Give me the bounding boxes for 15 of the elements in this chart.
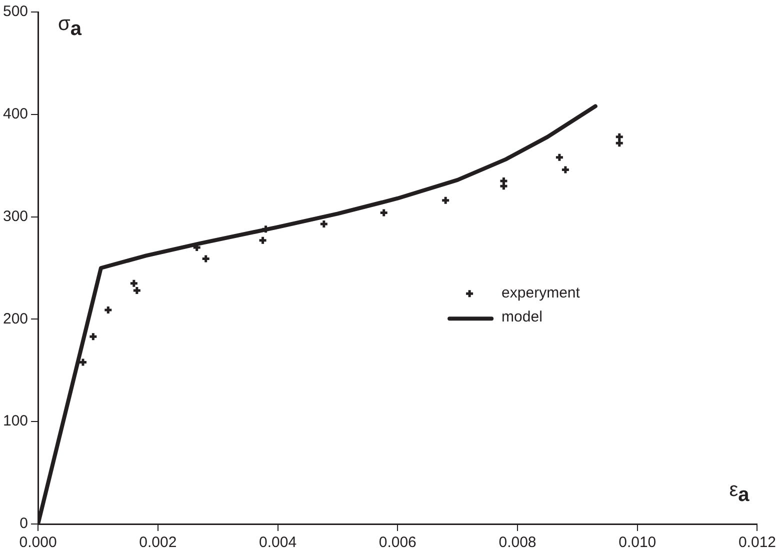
y-tick-label: 100 bbox=[2, 412, 28, 430]
y-tick-label: 200 bbox=[2, 310, 28, 328]
y-tick-label: 300 bbox=[2, 208, 28, 225]
legend-label: experyment bbox=[502, 284, 581, 302]
y-tick-label: 500 bbox=[2, 3, 28, 20]
x-tick-label: 0.002 bbox=[139, 534, 177, 552]
y-tick-label: 0 bbox=[20, 515, 28, 532]
y-tick-label: 400 bbox=[2, 106, 28, 123]
x-tick-label: 0.010 bbox=[618, 534, 656, 552]
legend-label: model bbox=[502, 308, 542, 326]
x-tick-label: 0.006 bbox=[378, 534, 416, 552]
x-tick-label: 0.004 bbox=[258, 534, 297, 552]
x-tick-label: 0.012 bbox=[738, 534, 776, 552]
x-tick-label: 0.000 bbox=[19, 534, 57, 552]
x-tick-label: 0.008 bbox=[498, 534, 536, 552]
